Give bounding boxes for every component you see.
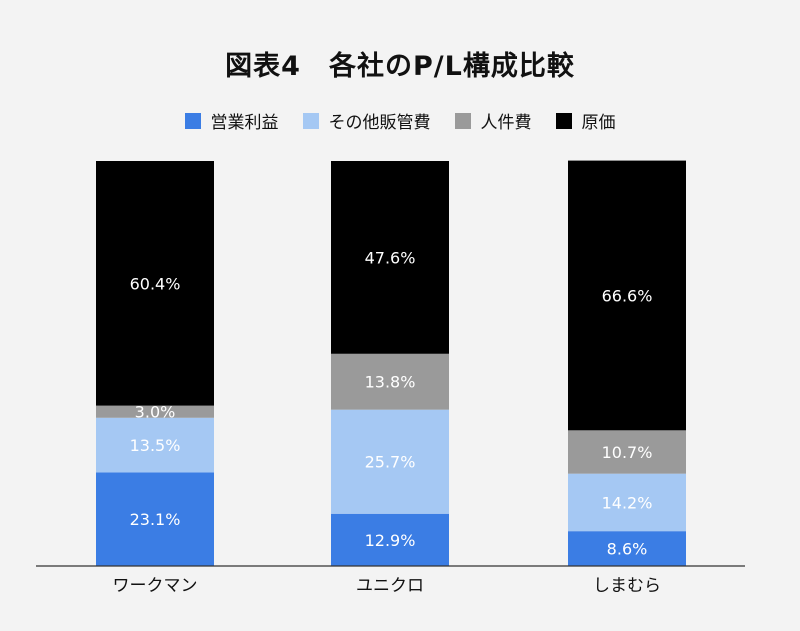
data-label: 14.2% [602, 493, 653, 512]
x-tick-label: しまむら [593, 576, 661, 596]
data-label: 13.5% [130, 436, 181, 455]
data-label: 8.6% [607, 540, 648, 559]
bar-segment [568, 531, 686, 566]
legend-item-other-sga: その他販管費 [302, 108, 431, 133]
legend-label-personnel: 人件費 [480, 113, 532, 133]
data-label: 25.7% [365, 453, 416, 472]
legend-swatch-cost [555, 112, 572, 129]
data-label: 12.9% [365, 531, 416, 550]
x-tick-label: ワークマン [113, 576, 198, 596]
bar-segment [568, 160, 686, 431]
data-label: 47.6% [365, 248, 416, 267]
bar-segment [96, 405, 214, 418]
data-label: 60.4% [130, 274, 181, 293]
legend-item-personnel: 人件費 [454, 108, 532, 133]
legend-swatch-other-sga [302, 112, 319, 129]
bars-group: 23.1% 13.5% 3.0% 60.4% 12.9% 25.7% 13.8% 47.6% 8… [96, 160, 686, 566]
legend-swatch-operating-profit [184, 112, 201, 129]
x-tick-labels: ワークマン ユニクロ しまむら [113, 576, 662, 596]
bar-segment [96, 472, 214, 566]
bar-segment [568, 430, 686, 474]
legend: 営業利益 その他販管費 人件費 原価 [0, 108, 800, 133]
data-label: 13.8% [365, 373, 416, 392]
data-label: 10.7% [602, 443, 653, 462]
legend-item-cost: 原価 [555, 108, 616, 133]
data-label: 3.0% [135, 403, 176, 422]
legend-label-other-sga: その他販管費 [328, 113, 431, 133]
legend-label-cost: 原価 [581, 113, 616, 133]
legend-label-operating-profit: 営業利益 [210, 113, 279, 133]
bar-segment [331, 353, 449, 410]
bar-segment [568, 473, 686, 532]
bar-segment [96, 417, 214, 473]
data-label: 23.1% [130, 510, 181, 529]
bar-segment [96, 161, 214, 406]
legend-swatch-personnel [454, 112, 471, 129]
bar-segment [331, 409, 449, 514]
data-label: 66.6% [602, 286, 653, 305]
legend-item-operating-profit: 営業利益 [184, 108, 279, 133]
bar-segment [331, 161, 449, 354]
chart-title: 図表4 各社のP/L構成比較 [225, 51, 575, 82]
bar-segment [331, 513, 449, 566]
x-tick-label: ユニクロ [356, 576, 424, 596]
